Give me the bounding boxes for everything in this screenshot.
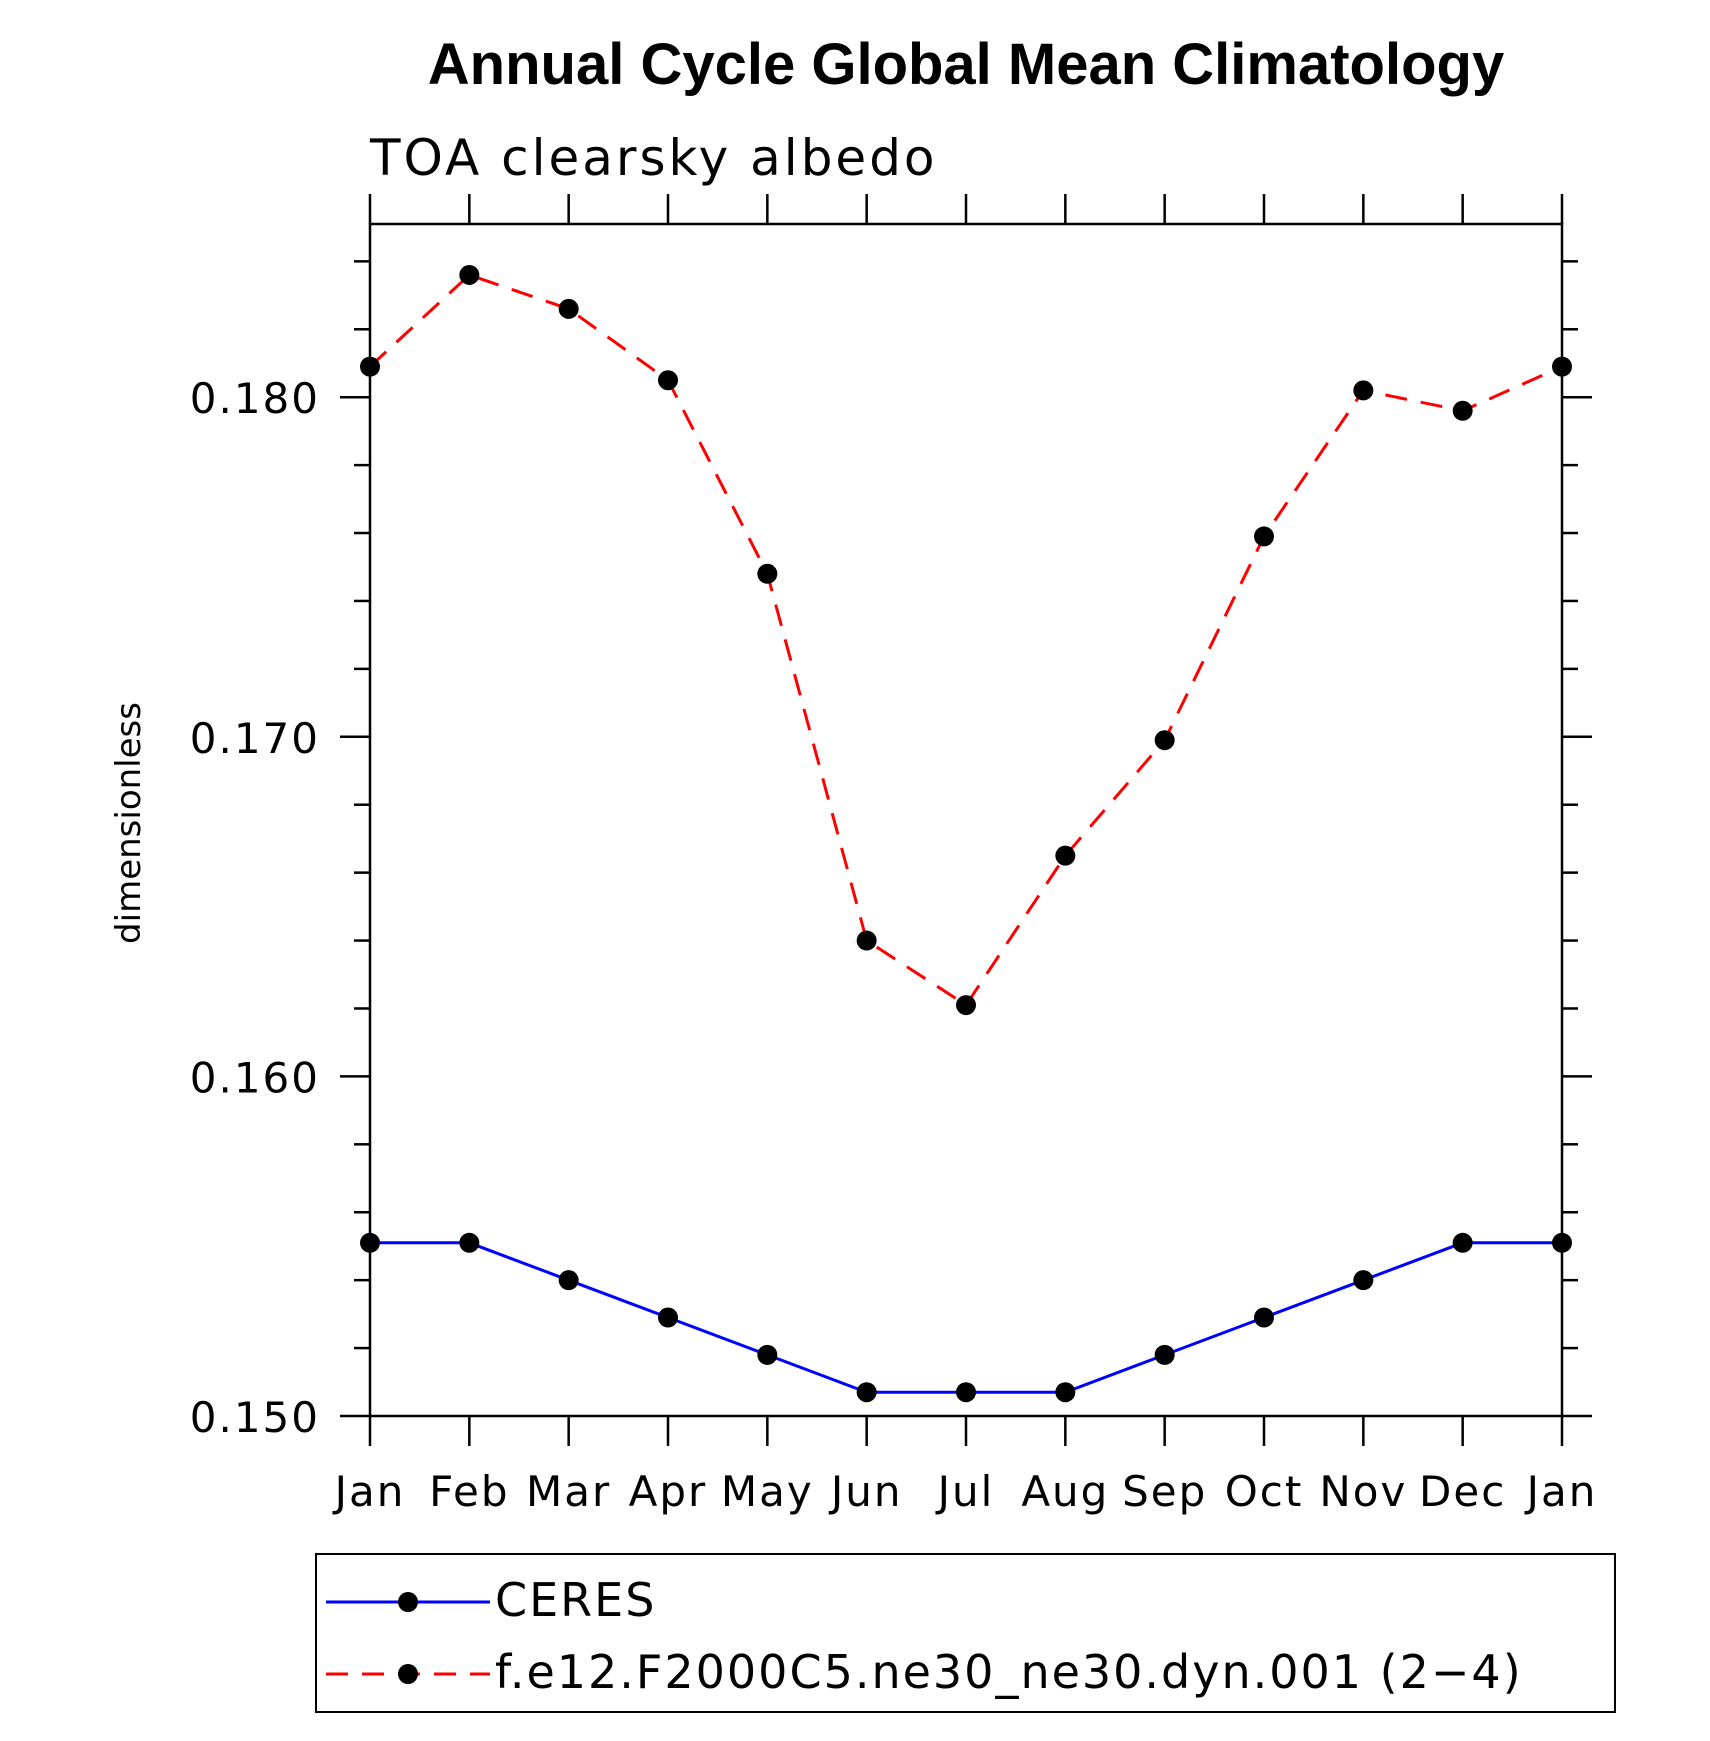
series-layer bbox=[360, 264, 1572, 1403]
data-point bbox=[1254, 1307, 1274, 1328]
x-tick-label: Oct bbox=[1225, 1467, 1304, 1516]
plot-frame bbox=[368, 222, 1564, 1418]
y-tick-label: 0.180 bbox=[190, 374, 320, 423]
series-line-0 bbox=[370, 1241, 1562, 1394]
y-axis-label: dimensionless bbox=[109, 702, 149, 944]
data-point bbox=[360, 1232, 380, 1253]
x-tick-label: Mar bbox=[526, 1467, 611, 1516]
data-point bbox=[856, 930, 877, 951]
series-line-1 bbox=[368, 273, 1563, 1008]
x-tick-label: Jun bbox=[828, 1467, 903, 1516]
data-point bbox=[658, 1307, 678, 1328]
data-point bbox=[757, 563, 778, 584]
data-point bbox=[1552, 356, 1572, 377]
x-tick-label: Apr bbox=[629, 1467, 708, 1516]
data-point bbox=[1452, 1232, 1473, 1253]
data-point bbox=[856, 1382, 877, 1403]
data-point bbox=[360, 356, 380, 377]
data-point bbox=[558, 298, 579, 319]
legend-marker-1 bbox=[398, 1664, 418, 1684]
x-tick-label: Sep bbox=[1122, 1467, 1207, 1516]
data-point bbox=[658, 370, 678, 391]
data-point bbox=[1055, 1382, 1076, 1403]
ticks-layer: Jan Feb Mar Apr May Jun Jul Aug Sep Oct Nov Dec Jan0… bbox=[190, 194, 1598, 1516]
data-point bbox=[1552, 1232, 1572, 1253]
data-point bbox=[1154, 730, 1175, 751]
data-point bbox=[956, 1382, 976, 1403]
legend-box bbox=[315, 1553, 1616, 1713]
data-point bbox=[1353, 380, 1374, 401]
data-point bbox=[1452, 400, 1473, 421]
data-point bbox=[757, 1344, 778, 1365]
data-point bbox=[459, 1232, 480, 1253]
legend: CERES f.e12.F2000C5.ne30_ne30.dyn.001 (2… bbox=[315, 1553, 1616, 1713]
x-tick-label: Jan bbox=[332, 1467, 406, 1516]
chart-subtitle: TOA clearsky albedo bbox=[369, 129, 938, 187]
x-tick-label: Aug bbox=[1021, 1467, 1109, 1516]
data-point bbox=[956, 995, 976, 1016]
legend-label-model: f.e12.F2000C5.ne30_ne30.dyn.001 (2−4) bbox=[495, 1645, 1523, 1699]
data-point bbox=[1055, 845, 1076, 866]
data-point bbox=[459, 264, 480, 285]
x-tick-label: Jul bbox=[935, 1467, 995, 1516]
legend-marker-0 bbox=[398, 1592, 418, 1612]
data-point bbox=[1154, 1344, 1175, 1365]
y-tick-label: 0.150 bbox=[190, 1393, 320, 1442]
data-point bbox=[1254, 526, 1274, 547]
y-tick-label: 0.160 bbox=[190, 1053, 320, 1102]
data-point bbox=[558, 1270, 579, 1291]
x-tick-label: Feb bbox=[429, 1467, 509, 1516]
y-tick-label: 0.170 bbox=[190, 714, 320, 763]
x-tick-label: Nov bbox=[1319, 1467, 1407, 1516]
data-point bbox=[1353, 1270, 1374, 1291]
legend-label-ceres: CERES bbox=[495, 1573, 656, 1627]
x-tick-label: Jan bbox=[1524, 1467, 1598, 1516]
x-tick-label: Dec bbox=[1419, 1467, 1506, 1516]
chart-title: Annual Cycle Global Mean Climatology bbox=[428, 32, 1504, 97]
x-tick-label: May bbox=[721, 1467, 814, 1516]
